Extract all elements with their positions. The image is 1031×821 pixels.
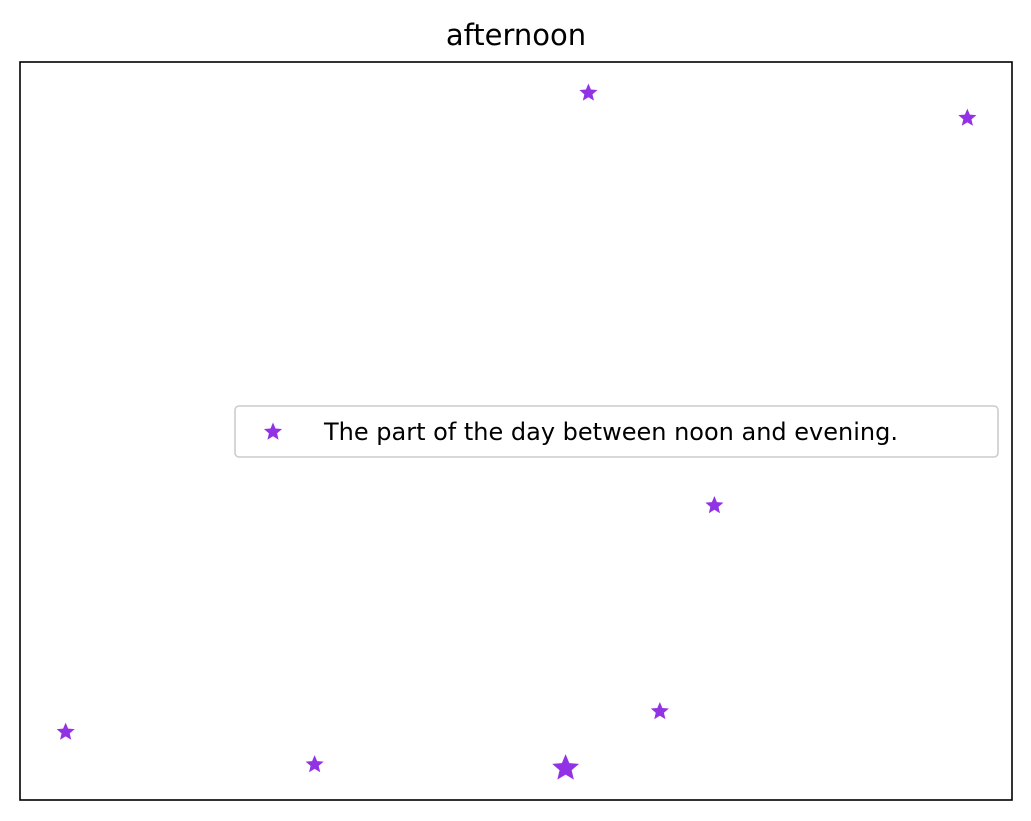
legend-marker (263, 422, 283, 440)
legend: The part of the day between noon and eve… (234, 405, 999, 458)
legend-star-icon (263, 422, 283, 440)
data-point (958, 108, 977, 126)
chart-title: afternoon (446, 18, 586, 52)
data-points (56, 83, 977, 780)
data-point (56, 722, 75, 740)
legend-label: The part of the day between noon and eve… (323, 418, 898, 446)
data-point (552, 754, 579, 780)
data-point (305, 755, 324, 773)
data-point (579, 83, 598, 101)
legend-box (234, 405, 999, 458)
data-point (650, 701, 669, 720)
data-point (705, 496, 724, 514)
